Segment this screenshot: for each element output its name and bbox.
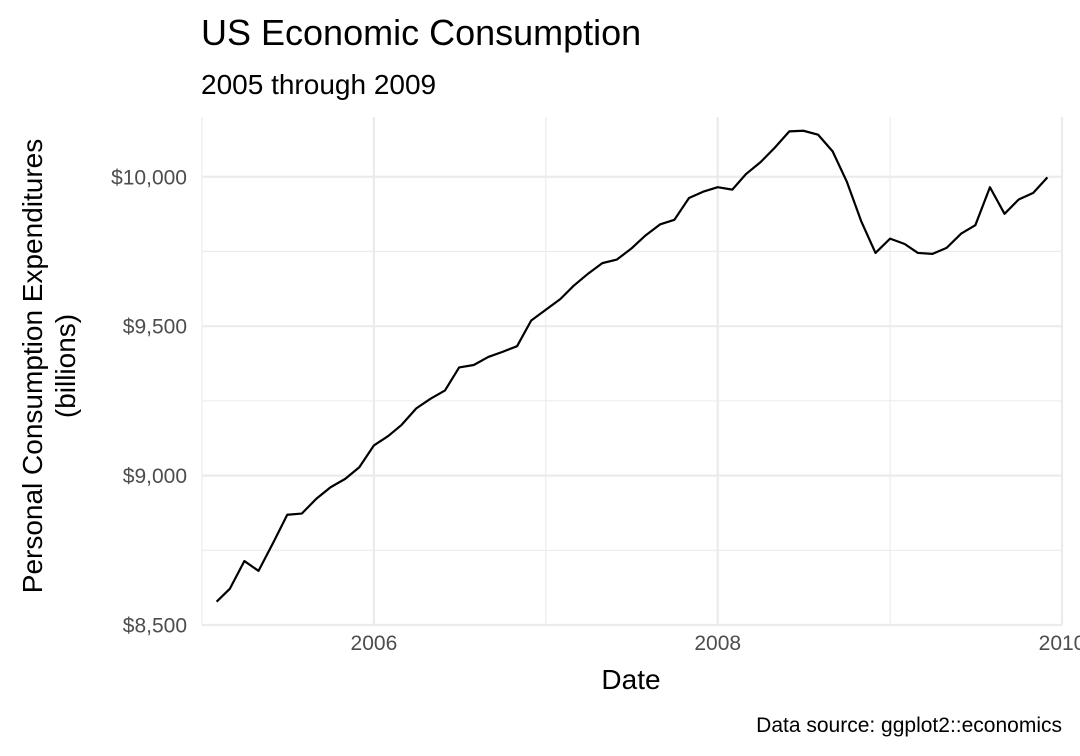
series-line — [215, 129, 1049, 603]
y-tick-label: $8,500 — [123, 615, 187, 638]
y-axis-title-line-1: Personal Consumption Expenditures — [17, 139, 48, 593]
chart-title: US Economic Consumption — [201, 12, 641, 53]
y-axis-title-line-2: (billions) — [50, 314, 81, 418]
minor-gridlines-y — [202, 250, 1062, 551]
y-tick-label: $9,000 — [123, 465, 187, 488]
major-gridlines-y — [202, 175, 1062, 627]
chart-caption: Data source: ggplot2::economics — [756, 714, 1062, 737]
y-tick-label: $10,000 — [111, 166, 187, 189]
y-axis-title: Personal Consumption Expenditures (billi… — [17, 139, 81, 593]
chart-subtitle: 2005 through 2009 — [201, 69, 436, 100]
major-gridlines-x — [372, 117, 1064, 625]
x-axis-tick-labels: 2006 2008 2010 — [351, 632, 1080, 655]
x-axis-title: Date — [601, 664, 660, 695]
x-tick-label: 2008 — [694, 632, 741, 655]
y-tick-label: $9,500 — [123, 316, 187, 339]
x-tick-label: 2006 — [351, 632, 398, 655]
x-tick-label: 2010 — [1039, 632, 1080, 655]
minor-gridlines-x — [201, 117, 891, 625]
y-axis-tick-labels: $8,500 $9,000 $9,500 $10,000 — [111, 166, 187, 637]
